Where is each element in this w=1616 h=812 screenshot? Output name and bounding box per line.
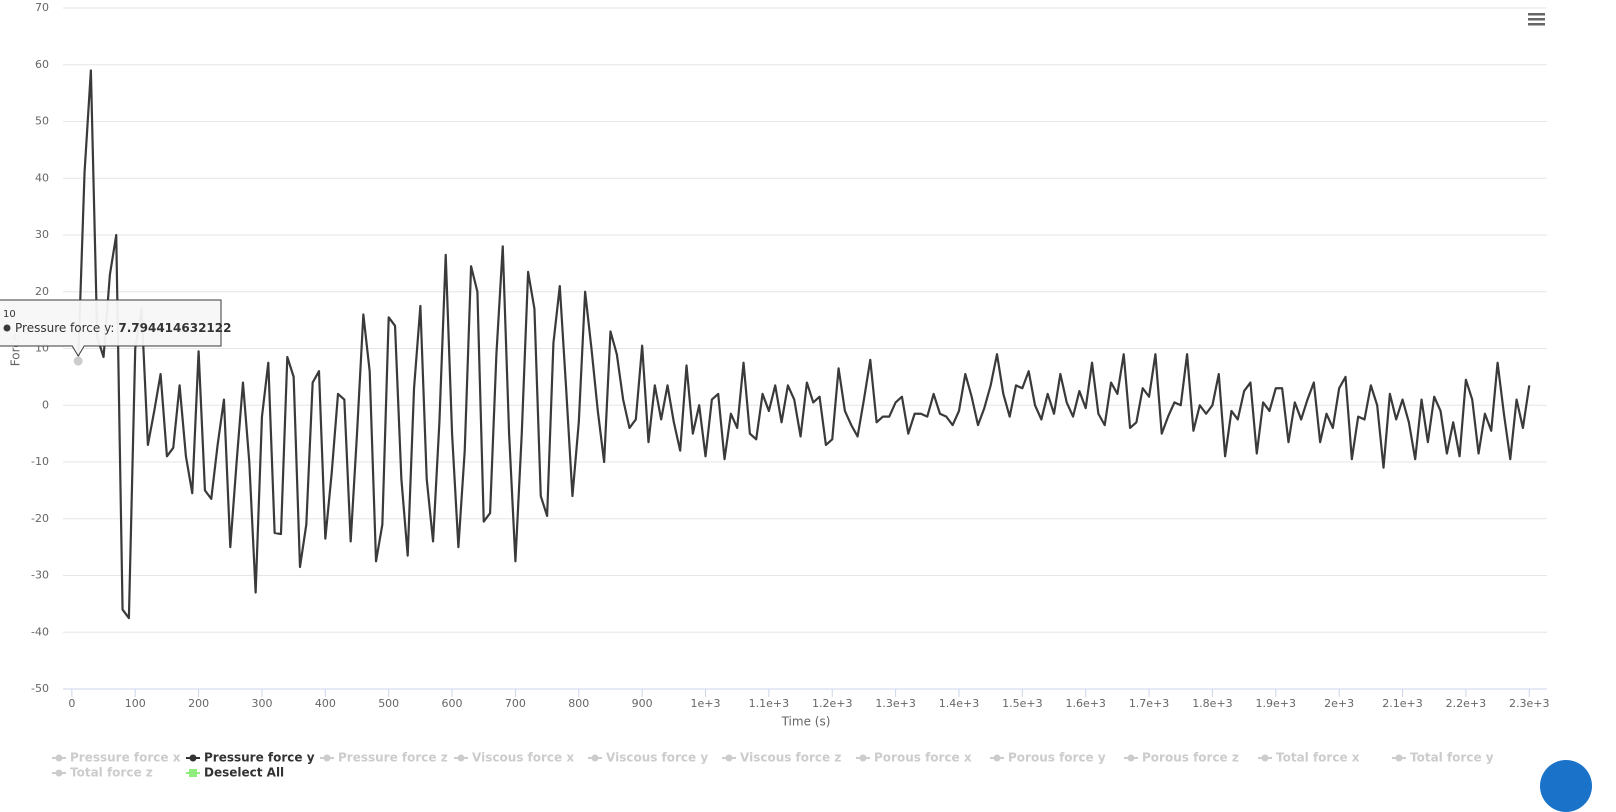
legend-item[interactable]: Total force y (1392, 751, 1494, 765)
y-tick-label: -20 (31, 512, 49, 525)
x-tick-label: 1.7e+3 (1129, 697, 1169, 710)
y-tick-label: 30 (35, 228, 49, 241)
legend: Pressure force x Pressure force y Pressure… (52, 751, 1494, 780)
legend-item[interactable]: Total force x (1258, 751, 1360, 765)
deselect-all[interactable]: Deselect All (186, 766, 284, 780)
x-tick-label: 500 (378, 697, 399, 710)
x-tick-label: 100 (125, 697, 146, 710)
legend-label: Deselect All (204, 766, 284, 780)
legend-symbol (1127, 754, 1135, 762)
tooltip-text: Pressure force y: 7.794414632122 (15, 321, 231, 335)
x-tick-label: 2e+3 (1324, 697, 1354, 710)
tooltip-symbol (3, 324, 11, 332)
menu-bar (1528, 13, 1545, 16)
x-tick-label: 2.1e+3 (1382, 697, 1422, 710)
legend-label: Total force y (1410, 751, 1494, 765)
legend-label: Porous force x (874, 751, 972, 765)
tooltip-value: 7.794414632122 (118, 321, 231, 335)
hover-marker (72, 355, 84, 367)
legend-symbol (55, 769, 63, 777)
y-tick-label: -10 (31, 455, 49, 468)
x-tick-label: 1.2e+3 (812, 697, 852, 710)
legend-item[interactable]: Porous force x (856, 751, 972, 765)
legend-symbol (55, 754, 63, 762)
y-tick-label: -50 (31, 682, 49, 695)
y-tick-label: 0 (42, 398, 49, 411)
x-tick-label: 1.3e+3 (875, 697, 915, 710)
x-tick-label: 1.6e+3 (1065, 697, 1105, 710)
legend-symbol (457, 754, 465, 762)
menu-bar (1528, 23, 1545, 26)
x-tick-label: 400 (315, 697, 336, 710)
legend-symbol (189, 754, 197, 762)
x-tick-label: 900 (632, 697, 653, 710)
plot (72, 69, 1531, 620)
y-tick-label: 20 (35, 285, 49, 298)
x-tick-label: 1.4e+3 (939, 697, 979, 710)
legend-label: Viscous force y (606, 751, 708, 765)
chat-button[interactable] (1540, 760, 1592, 812)
legend-label: Total force x (1276, 751, 1360, 765)
legend-item[interactable]: Pressure force x (52, 751, 181, 765)
y-tick-label: 70 (35, 1, 49, 14)
x-tick-label: 700 (505, 697, 526, 710)
legend-item[interactable]: Pressure force z (320, 751, 448, 765)
tooltip-series: Pressure force y: (15, 321, 114, 335)
x-tick-label: 1.8e+3 (1192, 697, 1232, 710)
x-tick-label: 0 (68, 697, 75, 710)
x-tick-label: 2.2e+3 (1446, 697, 1486, 710)
tooltip-header: 10 (3, 309, 16, 320)
menu-bar (1528, 18, 1545, 21)
x-tick-label: 800 (568, 697, 589, 710)
y-tick-label: 60 (35, 58, 49, 71)
legend-label: Pressure force y (204, 751, 315, 765)
legend-symbol (1395, 754, 1403, 762)
legend-symbol (859, 754, 867, 762)
x-tick-label: 200 (188, 697, 209, 710)
y-tick-label: -30 (31, 569, 49, 582)
legend-symbol (323, 754, 331, 762)
legend-label: Viscous force x (472, 751, 574, 765)
x-tick-label: 2.3e+3 (1509, 697, 1549, 710)
legend-item[interactable]: Viscous force x (454, 751, 574, 765)
legend-item[interactable]: Viscous force y (588, 751, 708, 765)
legend-label: Porous force y (1008, 751, 1106, 765)
x-tick-label: 300 (251, 697, 272, 710)
legend-label: Pressure force z (338, 751, 448, 765)
x-tick-label: 1.1e+3 (749, 697, 789, 710)
y-tick-label: 50 (35, 115, 49, 128)
x-tick-label: 1.5e+3 (1002, 697, 1042, 710)
series-line (77, 69, 1531, 620)
legend-item[interactable]: Viscous force z (722, 751, 841, 765)
legend-item[interactable]: Porous force z (1124, 751, 1239, 765)
legend-label: Porous force z (1142, 751, 1239, 765)
legend-label: Total force z (70, 766, 153, 780)
legend-symbol (993, 754, 1001, 762)
legend-label: Pressure force x (70, 751, 181, 765)
legend-label: Viscous force z (740, 751, 841, 765)
tooltip-box (0, 299, 222, 357)
x-tick-label: 1e+3 (691, 697, 721, 710)
x-axis-title: Time (s) (781, 715, 831, 729)
x-tick-label: 600 (442, 697, 463, 710)
menu-button[interactable] (1528, 13, 1545, 26)
legend-symbol (1261, 754, 1269, 762)
y-tick-label: 40 (35, 171, 49, 184)
x-tick-label: 1.9e+3 (1256, 697, 1296, 710)
legend-item[interactable]: Porous force y (990, 751, 1106, 765)
legend-item[interactable]: Pressure force y (186, 751, 315, 765)
y-tick-label: -40 (31, 625, 49, 638)
legend-symbol (725, 754, 733, 762)
legend-symbol (189, 769, 197, 777)
legend-symbol (591, 754, 599, 762)
legend-item[interactable]: Total force z (52, 766, 153, 780)
